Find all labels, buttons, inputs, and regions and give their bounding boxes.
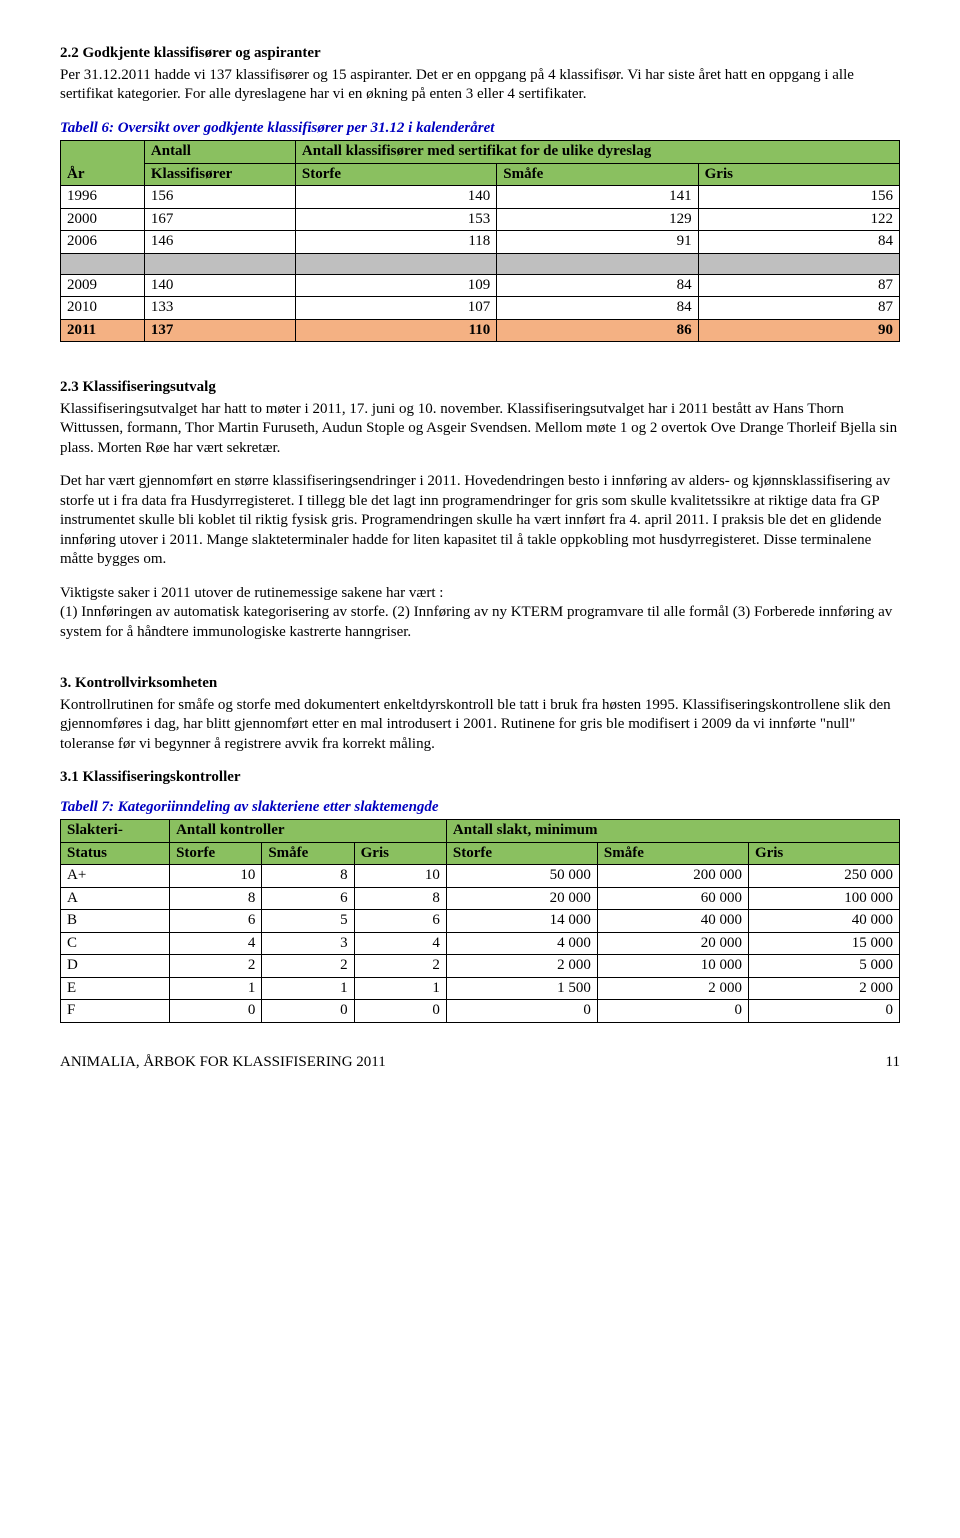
table-7-col-gris-1: Gris — [354, 842, 446, 865]
table-row: 2009 140 109 84 87 — [61, 274, 900, 297]
section-3-body: Kontrollrutinen for småfe og storfe med … — [60, 696, 900, 755]
section-2-3-p3: Viktigste saker i 2011 utover de rutinem… — [60, 584, 900, 604]
table-7: Slakteri- Antall kontroller Antall slakt… — [60, 819, 900, 1023]
table-6-col-year: År — [61, 141, 145, 186]
section-2-3-p2: Det har vært gjennomført en større klass… — [60, 472, 900, 570]
section-2-3-p4: (1) Innføringen av automatisk kategorise… — [60, 603, 900, 642]
table-row: 2006 146 118 91 84 — [61, 231, 900, 254]
table-6-caption: Tabell 6: Oversikt over godkjente klassi… — [60, 119, 900, 139]
table-7-caption: Tabell 7: Kategoriinndeling av slakterie… — [60, 798, 900, 818]
table-7-col-smaafe-1: Småfe — [262, 842, 354, 865]
table-row: 2010 133 107 84 87 — [61, 297, 900, 320]
table-row-empty — [61, 253, 900, 274]
section-2-3-title: 2.3 Klassifiseringsutvalg — [60, 378, 900, 398]
table-6-col-antall-line2: Klassifisører — [144, 163, 295, 186]
table-7-col-status-line2: Status — [61, 842, 170, 865]
section-2-2-body: Per 31.12.2011 hadde vi 137 klassifisøre… — [60, 66, 900, 105]
table-row: F 0 0 0 0 0 0 — [61, 1000, 900, 1023]
table-6-highlight-row: 2011 137 110 86 90 — [61, 319, 900, 342]
footer-page-number: 11 — [886, 1053, 900, 1073]
table-7-col-storfe-2: Storfe — [446, 842, 597, 865]
table-row: C 4 3 4 4 000 20 000 15 000 — [61, 932, 900, 955]
table-7-col-storfe-1: Storfe — [170, 842, 262, 865]
section-2-3-p1: Klassifiseringsutvalget har hatt to møte… — [60, 400, 900, 459]
section-3-title: 3. Kontrollvirksomheten — [60, 674, 900, 694]
page-footer: ANIMALIA, ÅRBOK FOR KLASSIFISERING 2011 … — [60, 1053, 900, 1073]
table-row: B 6 5 6 14 000 40 000 40 000 — [61, 910, 900, 933]
table-row: 2000 167 153 129 122 — [61, 208, 900, 231]
table-row: E 1 1 1 1 500 2 000 2 000 — [61, 977, 900, 1000]
table-7-col-status-line1: Slakteri- — [61, 820, 170, 843]
table-row: D 2 2 2 2 000 10 000 5 000 — [61, 955, 900, 978]
table-7-col-group2: Antall slakt, minimum — [446, 820, 899, 843]
table-row: A+ 10 8 10 50 000 200 000 250 000 — [61, 865, 900, 888]
table-7-col-smaafe-2: Småfe — [597, 842, 748, 865]
table-6-col-group: Antall klassifisører med sertifikat for … — [295, 141, 899, 164]
table-row: A 8 6 8 20 000 60 000 100 000 — [61, 887, 900, 910]
table-6-col-smaafe: Småfe — [497, 163, 698, 186]
section-3-1-title: 3.1 Klassifiseringskontroller — [60, 768, 900, 788]
section-2-2-title: 2.2 Godkjente klassifisører og aspirante… — [60, 44, 900, 64]
table-6-col-storfe: Storfe — [295, 163, 496, 186]
table-6-col-antall-line1: Antall — [144, 141, 295, 164]
table-7-col-group1: Antall kontroller — [170, 820, 447, 843]
table-row: 1996 156 140 141 156 — [61, 186, 900, 209]
table-6-col-gris: Gris — [698, 163, 899, 186]
table-6: År Antall Antall klassifisører med serti… — [60, 140, 900, 342]
table-7-col-gris-2: Gris — [748, 842, 899, 865]
footer-left: ANIMALIA, ÅRBOK FOR KLASSIFISERING 2011 — [60, 1054, 386, 1070]
